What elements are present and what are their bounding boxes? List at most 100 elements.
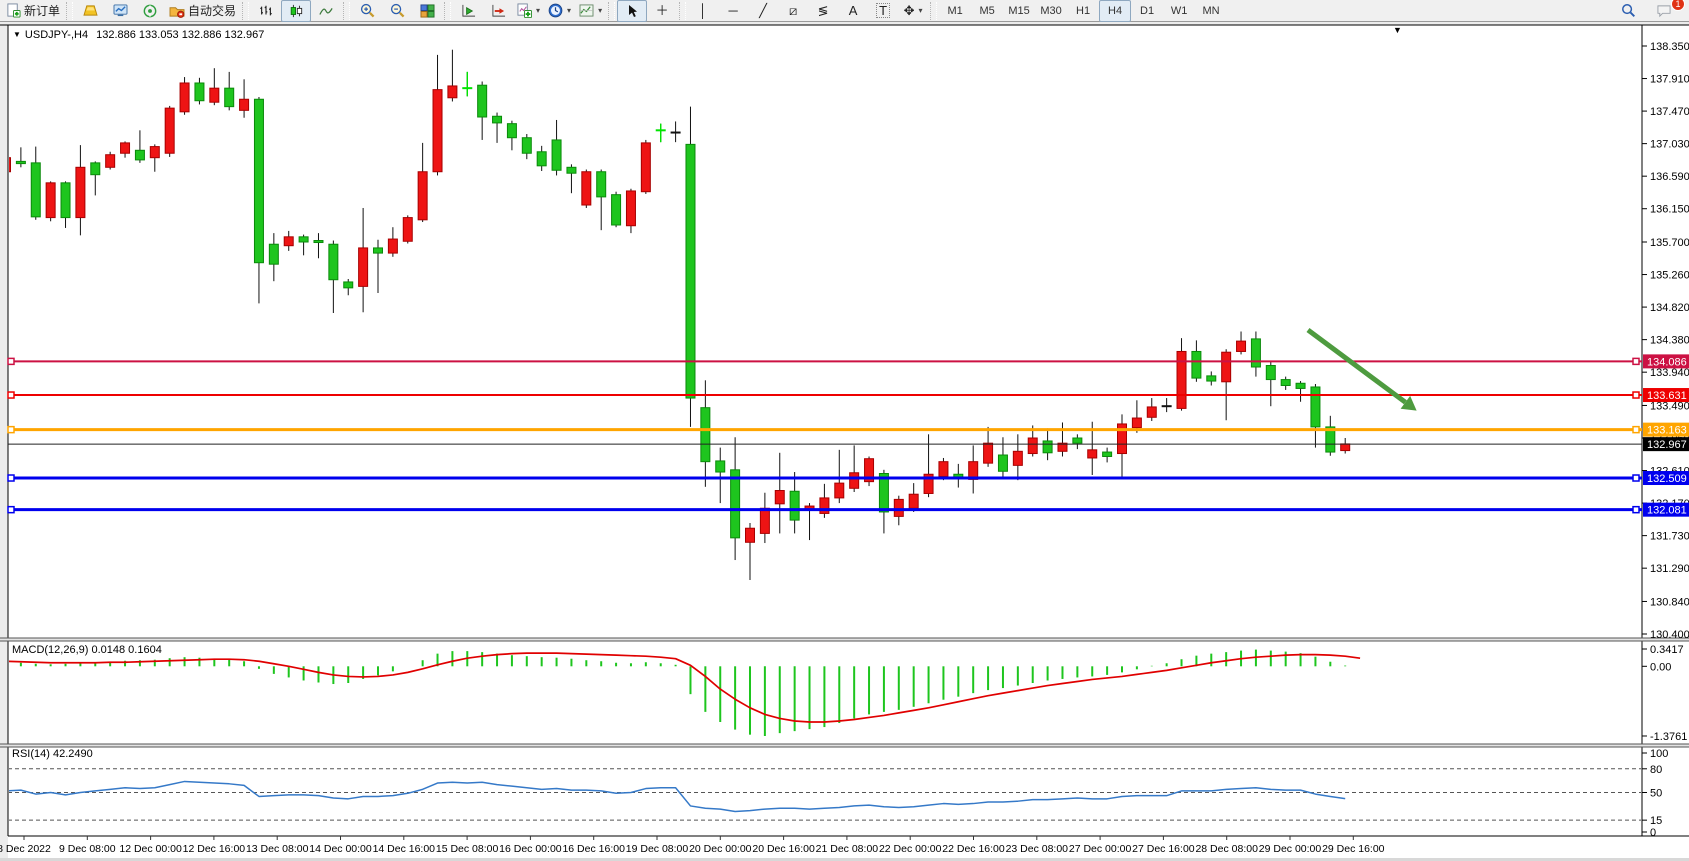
indicators-button[interactable]: ▾: [513, 0, 544, 22]
line-handle[interactable]: [1632, 505, 1640, 514]
rsi-indicator-label: RSI(14) 42.2490: [12, 748, 93, 760]
hline-133.631[interactable]: [7, 391, 1642, 399]
price-tick-label: 134.820: [1650, 302, 1689, 314]
candle: [715, 460, 726, 473]
candlestick-mode-button[interactable]: [281, 0, 312, 22]
tab-timeframe-h4[interactable]: H4: [1099, 0, 1132, 22]
trendline-tool[interactable]: ╱: [748, 0, 778, 22]
tab-timeframe-m30[interactable]: M30: [1040, 4, 1062, 17]
line-chart-mode-button[interactable]: [311, 0, 341, 22]
candle: [1191, 350, 1202, 379]
bar-chart-mode-button[interactable]: [251, 0, 281, 22]
vertical-line-tool[interactable]: │: [688, 0, 718, 22]
autotrading-button[interactable]: 自动交易: [165, 0, 240, 22]
hline-134.086[interactable]: [7, 357, 1642, 366]
tile-windows-button[interactable]: [412, 0, 442, 22]
candle: [1206, 375, 1217, 382]
tab-timeframe-m5[interactable]: M5: [979, 4, 995, 17]
tab-timeframe-w1[interactable]: W1: [1170, 4, 1188, 17]
templates-button[interactable]: ▾: [575, 0, 606, 22]
line-handle[interactable]: [7, 425, 15, 434]
line-handle[interactable]: [1632, 425, 1640, 434]
arrows-tool[interactable]: ✥ ▾: [898, 0, 928, 22]
line-handle[interactable]: [1632, 357, 1640, 366]
data-window-button[interactable]: [135, 0, 165, 22]
hline-132.081[interactable]: [7, 505, 1642, 514]
chat-button[interactable]: 1: [1649, 0, 1685, 22]
candle: [849, 472, 860, 489]
auto-scroll-button[interactable]: [453, 0, 483, 22]
crosshair-tool-button[interactable]: ＋: [647, 0, 677, 22]
candle: [373, 247, 383, 254]
horizontal-line-tool[interactable]: ─: [718, 0, 748, 22]
time-axis[interactable]: 8 Dec 2022 9 Dec 08:00 12 Dec 00:00 12 Dec …: [0, 836, 1385, 855]
rsi-pane: [9, 768, 1641, 821]
price-tick-label: 130.400: [1650, 629, 1689, 641]
hline-133.163[interactable]: [7, 425, 1642, 434]
line-handle[interactable]: [7, 505, 15, 514]
candle: [343, 281, 354, 289]
macd-axis-label: -1.3761: [1650, 731, 1687, 743]
candle: [477, 84, 488, 118]
price-line-badge: 133.163: [1643, 422, 1689, 437]
line-handle[interactable]: [7, 357, 15, 366]
price-tick-label: 134.380: [1650, 335, 1689, 347]
tab-timeframe-mn[interactable]: MN: [1202, 4, 1220, 17]
price-tick-label: 131.290: [1650, 563, 1689, 575]
time-tick-label: 16 Dec 16:00: [562, 843, 625, 855]
line-handle[interactable]: [7, 391, 15, 399]
zoom-in-button[interactable]: [352, 0, 382, 22]
rsi-axis-label: 15: [1650, 815, 1662, 827]
candle: [283, 236, 294, 247]
candle: [819, 497, 830, 514]
tab-timeframe-d1[interactable]: D1: [1140, 4, 1155, 17]
svg-text:133.631: 133.631: [1647, 390, 1687, 402]
fibonacci-tool[interactable]: ≶: [808, 0, 838, 22]
tab-timeframe-m15[interactable]: M15: [1008, 4, 1030, 17]
macd-pane: [9, 649, 1361, 736]
collapse-triangle-icon[interactable]: ▼: [13, 30, 21, 39]
down-arrow-annotation[interactable]: [1306, 328, 1417, 411]
rsi-axis-label: 0: [1650, 827, 1656, 839]
tab-timeframe-h1[interactable]: H1: [1076, 4, 1091, 17]
template-chart-icon: [579, 4, 594, 17]
channel-tool[interactable]: ⧄: [778, 0, 808, 22]
candle: [1236, 340, 1247, 352]
cursor-tool-button[interactable]: [617, 0, 648, 22]
chart-corner-marker-icon[interactable]: ▼: [1393, 25, 1402, 35]
candle: [298, 236, 309, 243]
candle: [209, 87, 220, 103]
chevron-down-icon: ▾: [567, 6, 572, 15]
new-order-button[interactable]: 新订单: [2, 0, 64, 22]
price-tick-label: 137.910: [1650, 74, 1689, 86]
market-watch-button[interactable]: [105, 0, 135, 22]
price-tick-label: 136.150: [1650, 204, 1689, 216]
price-line-badge: 132.081: [1643, 502, 1689, 517]
rsi-axis-label: 100: [1650, 748, 1668, 760]
line-handle[interactable]: [1632, 474, 1640, 482]
rsi-axis-label: 50: [1650, 788, 1662, 800]
autotrading-label: 自动交易: [188, 4, 237, 18]
candle: [432, 89, 443, 173]
chart-shift-button[interactable]: [483, 0, 513, 22]
periods-button[interactable]: ▾: [544, 0, 575, 22]
candle: [492, 115, 503, 124]
candle: [313, 240, 324, 244]
tab-timeframe-m1[interactable]: M1: [947, 4, 963, 17]
line-handle[interactable]: [1632, 391, 1640, 399]
candle: [90, 162, 101, 176]
search-button[interactable]: [1613, 0, 1643, 22]
text-tool[interactable]: A: [838, 0, 868, 22]
chevron-down-icon: ▾: [598, 6, 603, 15]
text-label-tool[interactable]: T: [868, 0, 898, 22]
candle: [1280, 379, 1291, 386]
line-handle[interactable]: [7, 474, 15, 482]
separator: [679, 1, 687, 20]
zoom-out-button[interactable]: [382, 0, 412, 22]
hline-132.509[interactable]: [7, 474, 1642, 482]
candlestick-icon: [290, 4, 303, 17]
gold-button[interactable]: [75, 0, 105, 22]
text-label-icon: T: [876, 3, 891, 18]
time-tick-label: 20 Dec 00:00: [689, 843, 752, 855]
